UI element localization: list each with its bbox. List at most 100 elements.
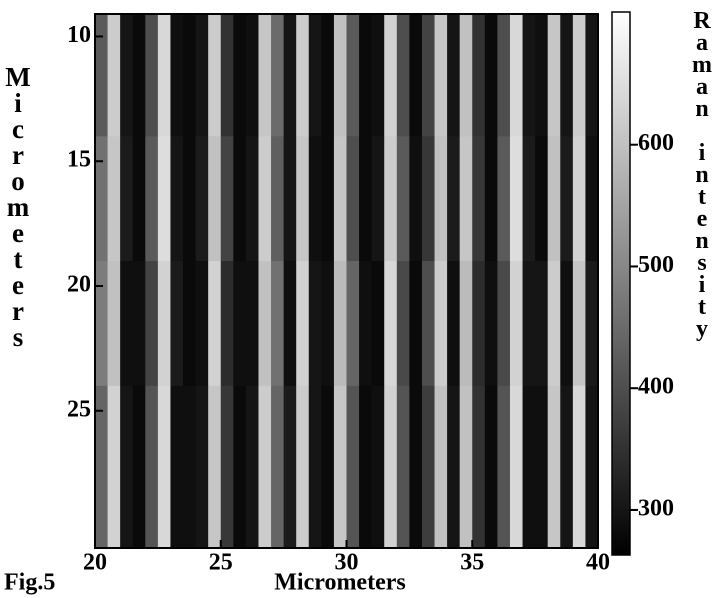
heatmap-cell <box>572 385 586 549</box>
heatmap-cell <box>258 261 272 387</box>
heatmap-cell <box>509 136 524 262</box>
heatmap-cell <box>572 14 586 137</box>
y-tick-label: 20 <box>67 271 91 297</box>
heatmap-cell <box>271 14 285 137</box>
heatmap-cell <box>346 261 360 387</box>
heatmap-cell <box>132 261 146 387</box>
heatmap-cell <box>434 136 448 262</box>
heatmap-cell <box>170 136 184 262</box>
heatmap-cell <box>585 385 599 549</box>
heatmap-cell <box>220 136 234 262</box>
heatmap-cell <box>421 14 436 137</box>
heatmap-cell <box>560 14 574 137</box>
heatmap-cell <box>535 385 549 549</box>
heatmap-cell <box>120 261 134 387</box>
heatmap-cell <box>560 136 574 262</box>
heatmap-cell <box>333 136 347 262</box>
heatmap-cell <box>346 136 360 262</box>
heatmap-cell <box>157 136 171 262</box>
x-tick-label: 30 <box>335 550 359 576</box>
colorbar-tick-label: 400 <box>638 374 674 400</box>
heatmap-cell <box>346 385 360 549</box>
heatmap-cell <box>95 136 109 262</box>
y-tick-label: 15 <box>67 147 91 173</box>
heatmap-cell <box>170 261 184 387</box>
y-axis-label: Micrometers <box>3 62 33 348</box>
heatmap-cell <box>359 385 373 549</box>
x-tick-label: 40 <box>586 550 610 576</box>
colorbar-tick-label: 500 <box>638 252 674 278</box>
heatmap-cell <box>333 14 347 137</box>
heatmap-cell <box>421 261 436 387</box>
heatmap-cell <box>522 14 536 137</box>
heatmap-cell <box>371 385 385 549</box>
heatmap-cell <box>384 14 398 137</box>
heatmap-cell <box>296 261 310 387</box>
heatmap-cell <box>434 385 448 549</box>
heatmap-cell <box>472 14 486 137</box>
x-axis-label: Micrometers <box>274 570 405 596</box>
heatmap-cell <box>572 261 586 387</box>
heatmap-cell <box>271 136 285 262</box>
x-tick-label: 25 <box>209 550 233 576</box>
heatmap-cell <box>459 14 473 137</box>
heatmap-cell <box>497 385 511 549</box>
heatmap-cell <box>107 136 121 262</box>
heatmap-cell <box>472 136 486 262</box>
heatmap-cell <box>183 261 197 387</box>
heatmap-cell <box>585 14 599 137</box>
heatmap-cell <box>484 14 498 137</box>
heatmap-cell <box>522 261 536 387</box>
heatmap-cell <box>333 385 347 549</box>
heatmap-cell <box>208 14 222 137</box>
heatmap-cell <box>321 14 335 137</box>
heatmap-cell <box>308 385 322 549</box>
heatmap-cell <box>522 385 536 549</box>
heatmap-cell <box>547 136 561 262</box>
heatmap-cell <box>170 14 184 137</box>
heatmap-cell <box>145 261 159 387</box>
heatmap-cell <box>396 136 410 262</box>
heatmap-cell <box>233 14 247 137</box>
heatmap-cell <box>120 136 134 262</box>
heatmap-cell <box>346 14 360 137</box>
heatmap-cell <box>434 261 448 387</box>
heatmap-cell <box>434 14 448 137</box>
heatmap-cell <box>132 14 146 137</box>
heatmap-cell <box>258 136 272 262</box>
heatmap-cell <box>208 261 222 387</box>
heatmap-cell <box>371 136 385 262</box>
heatmap-cell <box>208 136 222 262</box>
heatmap-cell <box>195 385 209 549</box>
heatmap-cell <box>535 136 549 262</box>
heatmap-cell <box>585 136 599 262</box>
heatmap-cell <box>409 385 423 549</box>
heatmap-cell <box>132 385 146 549</box>
heatmap-cell <box>258 14 272 137</box>
heatmap-cell <box>195 14 209 137</box>
heatmap-cell <box>220 14 234 137</box>
heatmap-cell <box>233 136 247 262</box>
heatmap-cell <box>157 261 171 387</box>
heatmap-cell <box>459 136 473 262</box>
heatmap-cell <box>535 14 549 137</box>
heatmap-cell <box>107 261 121 387</box>
heatmap-cell <box>421 385 436 549</box>
y-tick-label: 25 <box>67 396 91 422</box>
heatmap-cell <box>195 136 209 262</box>
heatmap-cell <box>409 261 423 387</box>
heatmap-cell <box>145 14 159 137</box>
heatmap-cell <box>384 385 398 549</box>
heatmap-cell <box>308 136 322 262</box>
heatmap-cell <box>183 14 197 137</box>
heatmap-cell <box>484 385 498 549</box>
heatmap-cell <box>333 261 347 387</box>
heatmap-cell <box>522 136 536 262</box>
heatmap-cell <box>396 385 410 549</box>
heatmap-cell <box>308 14 322 137</box>
heatmap-cell <box>296 14 310 137</box>
heatmap-cell <box>95 14 109 137</box>
colorbar-tick-label: 600 <box>638 130 674 156</box>
heatmap-cell <box>145 136 159 262</box>
